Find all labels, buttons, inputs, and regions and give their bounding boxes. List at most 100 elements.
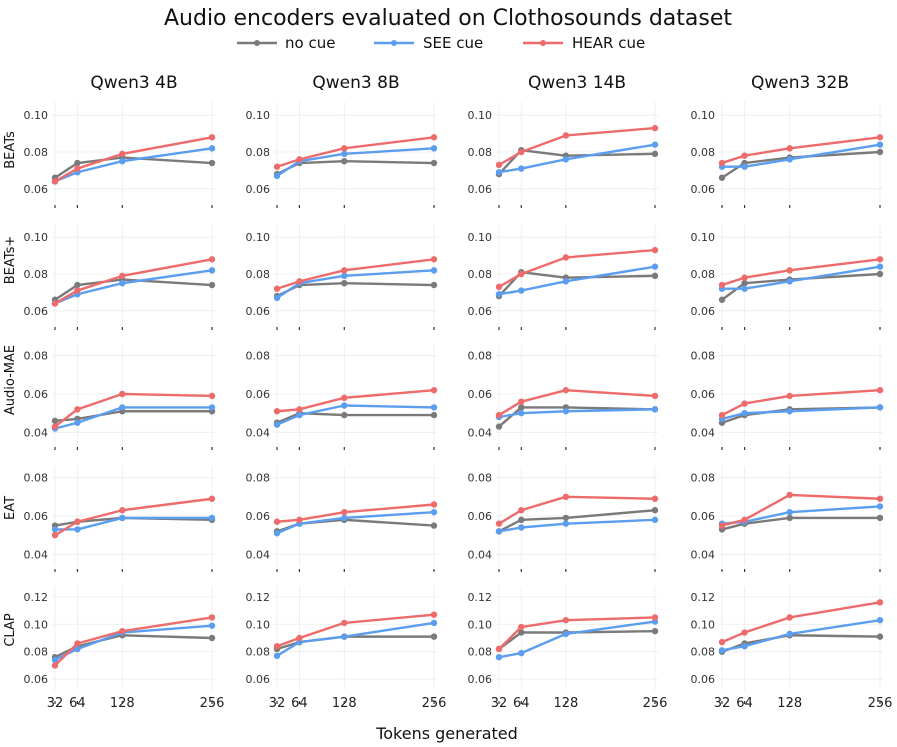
data-point-no-cue	[341, 158, 348, 165]
chart-title: Audio encoders evaluated on Clothosounds…	[164, 6, 732, 31]
data-point-hear-cue	[786, 614, 793, 621]
data-point-hear-cue	[119, 507, 126, 514]
x-tick-label: 64	[69, 696, 86, 711]
y-tick-label: 0.06	[691, 183, 716, 196]
y-tick-label: 0.06	[468, 388, 493, 401]
data-point-see-cue	[518, 165, 525, 172]
y-tick-label: 0.08	[468, 646, 493, 659]
data-point-see-cue	[74, 645, 81, 653]
series-line-hear-cue	[721, 493, 881, 527]
data-point-see-cue	[741, 285, 748, 292]
panel-clap-qwen3-32b: 0.06 0.08 0.10 0.12 32 64 128 256	[691, 586, 892, 711]
data-point-hear-cue	[718, 159, 726, 167]
column-titles: Qwen3 4B Qwen3 8B Qwen3 14B Qwen3 32B	[90, 73, 849, 93]
data-point-no-cue	[518, 629, 525, 636]
data-point-see-cue	[786, 508, 793, 516]
data-point-no-cue	[430, 281, 438, 289]
data-point-hear-cue	[430, 386, 438, 394]
panel-audio-mae-qwen3-4b: 0.04 0.06 0.08	[24, 344, 216, 450]
data-point-hear-cue	[741, 152, 748, 159]
series-line-hear-cue	[54, 616, 213, 667]
data-point-no-cue	[651, 627, 659, 635]
y-tick-label: 0.04	[691, 548, 716, 561]
y-tick-label: 0.08	[246, 350, 271, 363]
data-point-hear-cue	[518, 270, 525, 278]
data-point-no-cue	[518, 404, 525, 411]
y-tick-label: 0.10	[468, 231, 493, 244]
data-point-hear-cue	[430, 611, 438, 618]
y-tick-label: 0.10	[691, 618, 716, 631]
data-point-see-cue	[562, 156, 570, 163]
panel-eat-qwen3-4b: 0.04 0.06 0.08	[24, 466, 216, 572]
legend-marker-no-cue	[254, 40, 260, 46]
data-point-see-cue	[430, 404, 438, 411]
x-tick-label: 256	[200, 696, 225, 711]
data-point-hear-cue	[430, 501, 438, 508]
data-point-hear-cue	[786, 145, 793, 152]
panel-beats-qwen3-14b: 0.06 0.08 0.10	[468, 102, 659, 208]
data-point-hear-cue	[495, 645, 503, 653]
data-point-see-cue	[273, 652, 281, 660]
y-tick-label: 0.08	[24, 146, 49, 159]
panel-eat-qwen3-8b: 0.04 0.06 0.08	[246, 466, 438, 572]
y-tick-label: 0.06	[24, 510, 49, 523]
data-point-no-cue	[651, 272, 659, 280]
series-line-see-cue	[498, 518, 656, 533]
x-tick-label: 32	[714, 696, 731, 711]
data-point-hear-cue	[208, 134, 216, 141]
y-tick-label: 0.06	[468, 183, 493, 196]
data-point-see-cue	[430, 619, 438, 627]
y-tick-label: 0.08	[691, 146, 716, 159]
panels: 0.060.080.100.060.080.100.060.080.100.06…	[24, 102, 892, 711]
series-line-see-cue	[498, 143, 656, 174]
data-point-see-cue	[562, 408, 570, 415]
panel-beats-qwen3-8b: 0.06 0.08 0.10	[246, 102, 438, 208]
data-point-no-cue	[876, 270, 884, 278]
legend-marker-hear-cue	[540, 40, 546, 46]
data-point-no-cue	[208, 159, 216, 167]
data-point-hear-cue	[718, 281, 726, 289]
y-tick-label: 0.06	[691, 388, 716, 401]
data-point-see-cue	[651, 141, 659, 148]
series-line-see-cue	[722, 143, 881, 168]
data-point-hear-cue	[518, 507, 525, 514]
data-point-hear-cue	[273, 518, 281, 525]
data-point-see-cue	[495, 528, 503, 535]
data-point-hear-cue	[74, 165, 81, 172]
data-point-hear-cue	[562, 386, 570, 394]
data-point-hear-cue	[876, 495, 884, 502]
y-tick-label: 0.10	[24, 231, 49, 244]
data-point-no-cue	[51, 417, 59, 425]
panel-clap-qwen3-14b: 0.06 0.08 0.10 0.12 32 64 128 256	[468, 586, 667, 711]
data-point-hear-cue	[651, 495, 659, 502]
y-tick-label: 0.12	[691, 591, 716, 604]
data-point-hear-cue	[876, 134, 884, 141]
y-tick-label: 0.06	[691, 305, 716, 318]
y-tick-label: 0.08	[691, 646, 716, 659]
y-tick-label: 0.10	[246, 109, 271, 122]
legend-item-see-cue: SEE cue	[374, 34, 483, 52]
row-title-beats-plus: BEATs+	[3, 236, 18, 284]
series-line-hear-cue	[54, 497, 213, 537]
data-point-hear-cue	[562, 254, 570, 261]
data-point-see-cue	[741, 163, 748, 170]
legend-label-no-cue: no cue	[285, 34, 335, 52]
y-tick-label: 0.06	[691, 510, 716, 523]
y-tick-label: 0.06	[246, 305, 271, 318]
data-point-see-cue	[430, 508, 438, 516]
data-point-see-cue	[341, 272, 348, 280]
panel-clap-qwen3-4b: 0.06 0.08 0.10 0.12 32 64 128 256	[24, 586, 225, 711]
panel-beats-plus-qwen3-8b: 0.06 0.08 0.10	[246, 224, 438, 330]
data-point-no-cue	[74, 281, 81, 289]
data-point-see-cue	[341, 402, 348, 409]
y-tick-label: 0.06	[246, 510, 271, 523]
y-tick-label: 0.06	[24, 305, 49, 318]
x-tick-label: 64	[513, 696, 530, 711]
panel-eat-qwen3-32b: 0.04 0.06 0.08	[691, 466, 884, 572]
data-point-see-cue	[562, 278, 570, 285]
data-point-see-cue	[208, 514, 216, 522]
series-line-hear-cue	[54, 136, 213, 183]
y-tick-label: 0.06	[24, 388, 49, 401]
data-point-no-cue	[208, 281, 216, 289]
